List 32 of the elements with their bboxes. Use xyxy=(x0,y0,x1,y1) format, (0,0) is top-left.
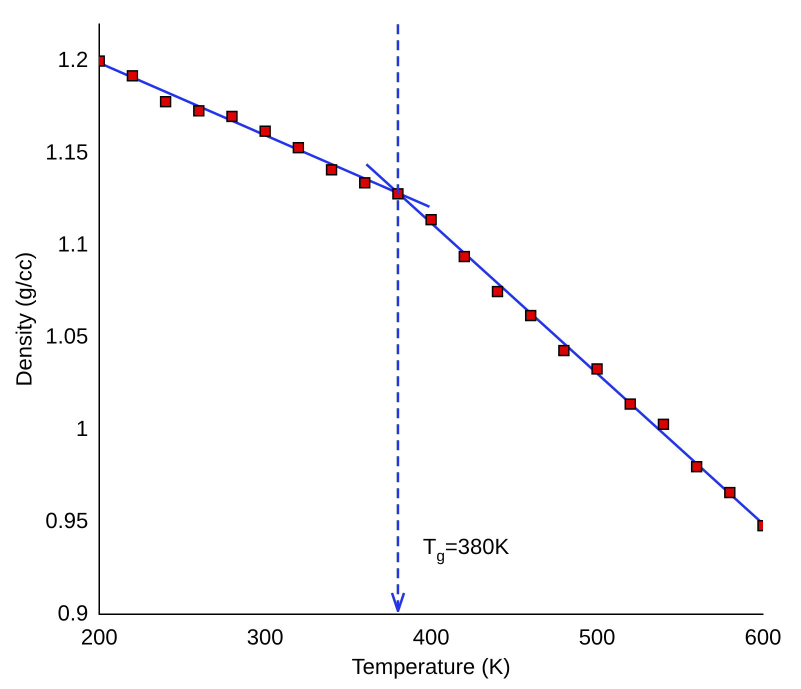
point xyxy=(724,486,736,498)
point xyxy=(658,418,670,430)
y-tick-label: 0.9 xyxy=(58,600,88,626)
x-tick-label: 500 xyxy=(578,624,616,650)
x-tick-label: 200 xyxy=(80,624,118,650)
point xyxy=(226,110,238,122)
point xyxy=(492,286,504,298)
point xyxy=(690,461,702,472)
point xyxy=(458,250,470,262)
y-tick-label: 1.15 xyxy=(45,139,88,164)
x-tick-label: 300 xyxy=(246,624,284,650)
point xyxy=(591,363,603,375)
x-tick-label: 600 xyxy=(744,624,782,650)
point xyxy=(326,164,338,176)
point xyxy=(524,310,536,322)
x-tick-label: 400 xyxy=(412,624,450,650)
y-axis-title: Density (g/cc) xyxy=(11,252,36,386)
y-tick-label: 0.95 xyxy=(45,508,88,534)
point xyxy=(624,398,636,410)
point xyxy=(259,125,271,137)
point xyxy=(292,142,304,154)
point xyxy=(126,70,138,82)
y-tick-label: 1.1 xyxy=(58,232,88,257)
y-tick-label: 1 xyxy=(76,416,88,441)
y-tick-label: 1.2 xyxy=(58,47,88,72)
x-axis-title: Temperature (K) xyxy=(352,654,511,679)
point xyxy=(359,177,370,188)
point xyxy=(160,96,172,108)
point xyxy=(193,105,204,117)
point xyxy=(425,214,437,226)
y-tick-label: 1.05 xyxy=(45,324,88,349)
point xyxy=(558,344,570,356)
